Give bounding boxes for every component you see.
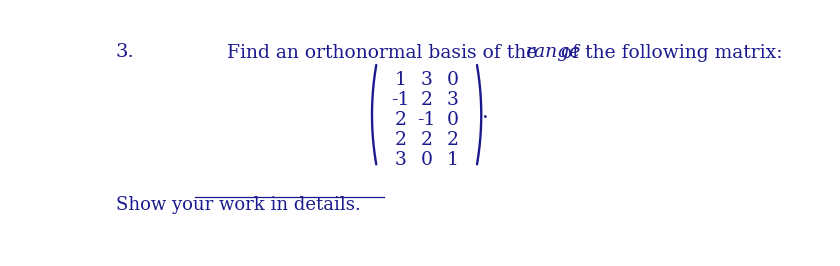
Text: 3: 3: [421, 71, 433, 89]
Text: 2: 2: [394, 131, 407, 149]
Text: 0: 0: [421, 151, 433, 169]
Text: .: .: [482, 101, 489, 123]
Text: 2: 2: [421, 131, 433, 149]
Text: 3.: 3.: [116, 43, 134, 61]
Text: 3: 3: [447, 91, 459, 109]
Text: of the following matrix:: of the following matrix:: [555, 44, 783, 62]
Text: -1: -1: [391, 91, 409, 109]
Text: Show your work in details.: Show your work in details.: [116, 196, 360, 214]
Text: -1: -1: [417, 111, 436, 129]
Text: 3: 3: [394, 151, 407, 169]
Text: 2: 2: [394, 111, 407, 129]
Text: range: range: [526, 43, 581, 61]
Text: 0: 0: [447, 111, 459, 129]
Text: 2: 2: [421, 91, 433, 109]
Text: 2: 2: [447, 131, 459, 149]
Text: Find an orthonormal basis of the: Find an orthonormal basis of the: [227, 44, 543, 62]
Text: 1: 1: [394, 71, 407, 89]
Text: 1: 1: [447, 151, 459, 169]
Text: 0: 0: [447, 71, 459, 89]
